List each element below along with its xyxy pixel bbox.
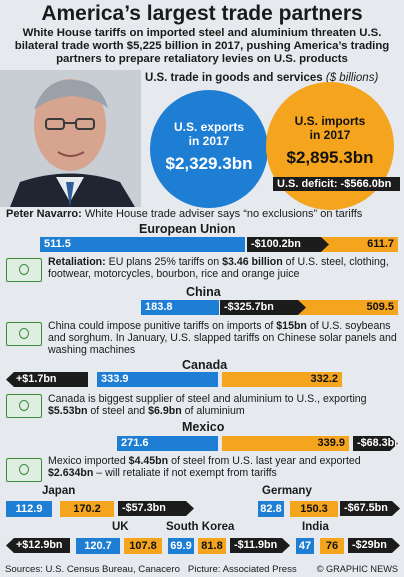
japan-title: Japan (42, 485, 76, 497)
germany-exports-box: 82.8 (258, 501, 284, 517)
money-icon (6, 458, 42, 482)
money-icon (6, 258, 42, 282)
germany-title: Germany (262, 485, 312, 497)
south-korea-balance-arrow: -$11.9bn (230, 538, 290, 553)
south-korea-title: South Korea (166, 521, 235, 533)
money-icon (6, 394, 42, 418)
uk-balance-arrow: +$12.9bn (6, 538, 70, 553)
canada-balance-arrow: +$1.7bn (6, 372, 88, 387)
china-imports-bar: 509.5 (272, 300, 398, 315)
canada-title: Canada (182, 358, 228, 372)
portrait-image (0, 70, 141, 207)
eu-note: Retaliation: EU plans 25% tariffs on $3.… (48, 256, 389, 281)
india-balance-arrow: -$29bn (348, 538, 400, 553)
japan-balance-arrow: -$57.3bn (118, 501, 194, 516)
page-title: America’s largest trade partners (41, 2, 363, 25)
mexico-balance-arrow: -$68.3bn (353, 436, 398, 451)
eu-imports-bar: 611.7 (302, 237, 398, 252)
china-balance-arrow: -$325.7bn (220, 300, 306, 315)
uk-exports-box: 120.7 (76, 538, 120, 554)
mexico-note: Mexico imported $4.45bn of steel from U.… (48, 455, 361, 480)
uk-imports-box: 107.8 (124, 538, 162, 554)
india-title: India (302, 521, 329, 533)
south-korea-exports-box: 69.9 (168, 538, 194, 554)
canada-imports-bar: 332.2 (222, 372, 342, 387)
japan-exports-box: 112.9 (6, 501, 52, 517)
subtitle: White House tariffs on imported steel an… (14, 27, 390, 65)
canada-exports-bar: 333.9 (97, 372, 218, 387)
footer-sources: Sources: U.S. Census Bureau, Canacero Pi… (5, 564, 297, 575)
uk-title: UK (112, 521, 129, 533)
canada-note: Canada is biggest supplier of steel and … (48, 393, 367, 418)
eu-balance-arrow: -$100.2bn (247, 237, 329, 252)
imports-total-value: $2,895.3bn (286, 148, 374, 167)
totals-heading: U.S. trade in goods and services ($ bill… (145, 72, 379, 84)
navarro-caption: Peter Navarro: White House trade adviser… (6, 208, 363, 220)
china-title: China (186, 285, 221, 299)
germany-balance-arrow: -$67.5bn (340, 501, 400, 516)
eu-exports-bar: 511.5 (40, 237, 245, 252)
eu-title: European Union (139, 222, 236, 236)
india-imports-box: 76 (320, 538, 344, 554)
mexico-title: Mexico (182, 420, 225, 434)
footer-credit: © GRAPHIC NEWS (316, 564, 398, 574)
total-deficit-label: U.S. deficit: -$566.0bn (273, 177, 400, 191)
exports-total-value: $2,329.3bn (165, 154, 253, 173)
navarro-photo (0, 70, 141, 207)
mexico-exports-bar: 271.6 (117, 436, 218, 451)
china-exports-bar: 183.8 (141, 300, 219, 315)
germany-imports-box: 150.3 (290, 501, 338, 517)
japan-imports-box: 170.2 (60, 501, 114, 517)
money-icon (6, 322, 42, 346)
china-note: China could impose punitive tariffs on i… (48, 320, 397, 357)
mexico-imports-bar: 339.9 (222, 436, 349, 451)
india-exports-box: 47 (296, 538, 314, 554)
exports-total-circle: U.S. exports in 2017 $2,329.3bn (150, 90, 268, 208)
south-korea-imports-box: 81.8 (198, 538, 226, 554)
